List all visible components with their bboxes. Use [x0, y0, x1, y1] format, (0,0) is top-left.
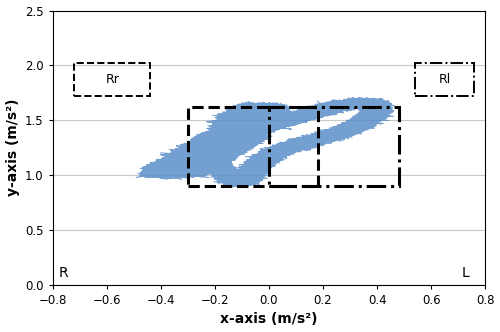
Text: L: L [461, 267, 469, 281]
Bar [415, 63, 474, 96]
Bar [74, 63, 150, 96]
X-axis label: x-axis (m/s²): x-axis (m/s²) [220, 312, 318, 326]
Bar [188, 107, 318, 186]
Text: Rr: Rr [106, 73, 119, 86]
Text: R: R [58, 267, 68, 281]
Text: Rl: Rl [438, 73, 451, 86]
Y-axis label: y-axis (m/s²): y-axis (m/s²) [6, 99, 20, 197]
Bar [269, 107, 398, 186]
